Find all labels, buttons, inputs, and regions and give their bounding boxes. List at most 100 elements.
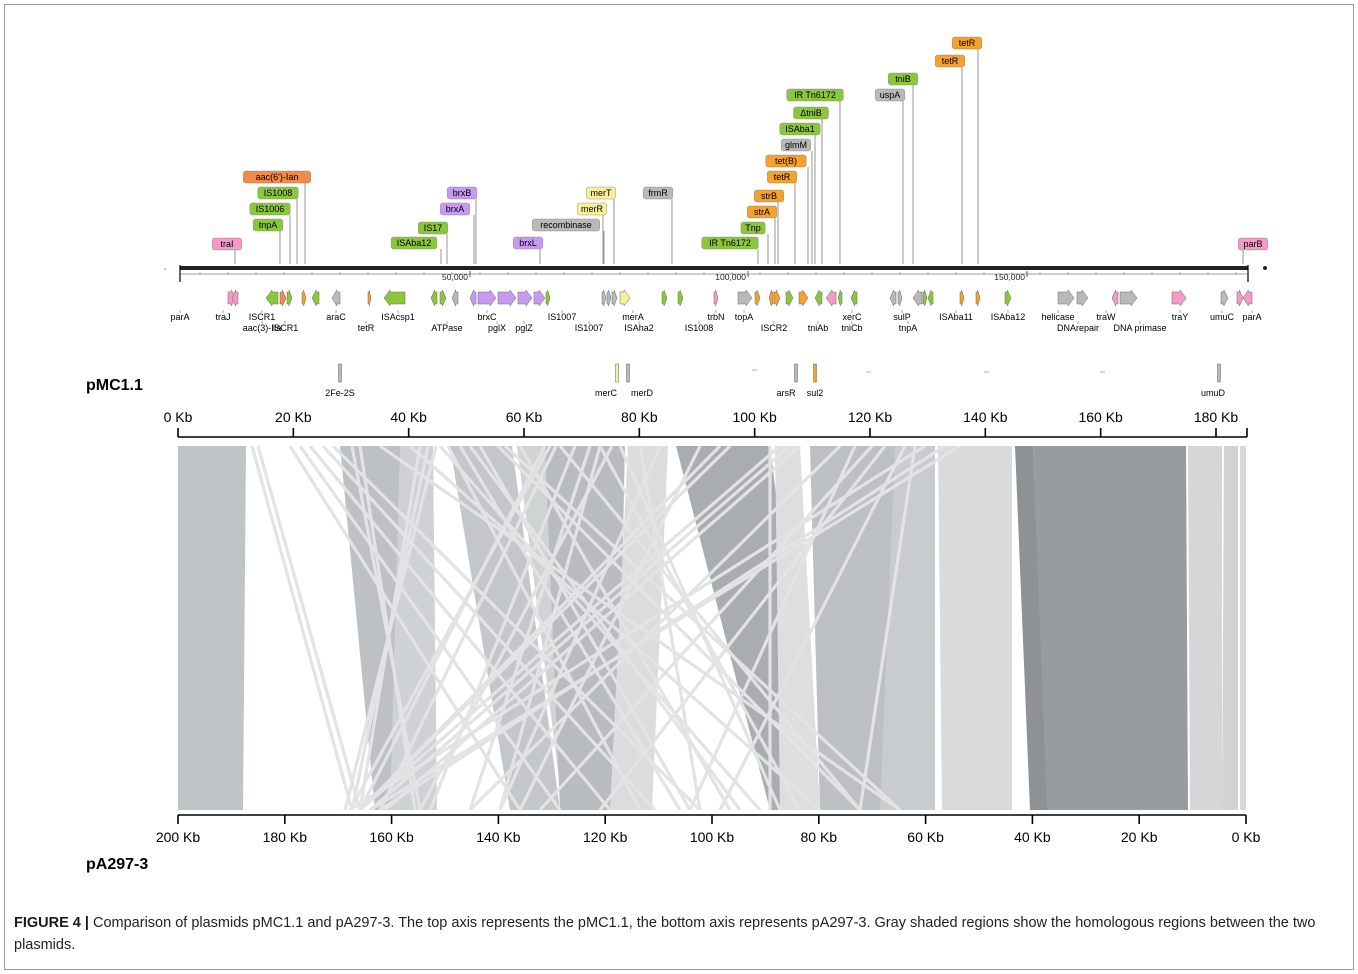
homology-band bbox=[1033, 446, 1188, 810]
top-axis-tick-label: 60 Kb bbox=[506, 409, 543, 425]
gene-label: tniAb bbox=[808, 323, 829, 333]
gene-feature-arrow bbox=[331, 289, 341, 307]
gene-label: merA bbox=[622, 312, 644, 322]
gene-feature-arrow bbox=[1220, 289, 1229, 307]
gene-tag-label: parB bbox=[1243, 239, 1262, 249]
gene-feature-arrow bbox=[768, 289, 774, 307]
gene-feature-arrow bbox=[286, 289, 293, 307]
gene-feature-arrow bbox=[497, 289, 517, 307]
homology-band bbox=[1188, 446, 1222, 810]
gene-tag-box bbox=[740, 221, 766, 235]
gene-feature-small bbox=[794, 363, 798, 383]
map-scale-label: 100,000 bbox=[715, 272, 746, 282]
gene-tag-label: Tnp bbox=[745, 223, 761, 233]
gene-label-row2: merD bbox=[631, 388, 653, 398]
gene-tag-box bbox=[513, 236, 544, 250]
gene-label: xerC bbox=[842, 312, 862, 322]
gene-feature-arrow bbox=[897, 289, 903, 307]
gene-label: DNA primase bbox=[1113, 323, 1166, 333]
gene-tag-box bbox=[577, 202, 608, 216]
plasmid-top-label: pMC1.1 bbox=[86, 377, 143, 394]
gene-label: sulP bbox=[893, 312, 911, 322]
gene-tag-label: IR Tn6172 bbox=[709, 238, 751, 248]
homology-link bbox=[369, 444, 961, 812]
gene-tag-box bbox=[252, 218, 283, 232]
homology-link bbox=[468, 444, 842, 812]
gene-tag-box bbox=[888, 72, 919, 86]
gene-feature-arrow bbox=[279, 289, 287, 307]
axis-clear-top bbox=[178, 438, 1248, 446]
homology-link bbox=[638, 445, 702, 811]
gene-feature-arrow bbox=[619, 289, 631, 307]
top-axis-tick-label: 120 Kb bbox=[848, 409, 893, 425]
homology-link bbox=[378, 445, 558, 811]
gene-tag-box bbox=[765, 154, 807, 168]
gene-feature-arrow bbox=[1004, 289, 1012, 307]
gene-feature-arrow bbox=[439, 289, 447, 307]
gene-tag-label: strA bbox=[754, 207, 770, 217]
gene-feature-arrow bbox=[1242, 289, 1253, 307]
homology-band bbox=[880, 446, 935, 810]
gene-feature-arrow bbox=[606, 289, 612, 307]
gene-feature-arrow bbox=[1076, 289, 1089, 307]
figure-caption: FIGURE 4 | Comparison of plasmids pMC1.1… bbox=[14, 912, 1334, 956]
homology-regions bbox=[178, 438, 1248, 816]
gene-tag-label: brxA bbox=[446, 204, 465, 214]
gene-label: topA bbox=[735, 312, 754, 322]
gene-label: trbN bbox=[707, 312, 724, 322]
gene-label: parA bbox=[1242, 312, 1261, 322]
gene-tag-box bbox=[418, 221, 449, 235]
homology-link bbox=[538, 444, 874, 812]
gene-label: ISAcsp1 bbox=[381, 312, 415, 322]
homology-link bbox=[358, 444, 782, 812]
homology-link bbox=[478, 445, 692, 811]
gene-tag-label: tetR bbox=[774, 172, 791, 182]
homology-link bbox=[498, 445, 602, 811]
gene-feature-small bbox=[338, 363, 342, 383]
gene-tag-box bbox=[243, 170, 311, 184]
homology-link bbox=[288, 445, 522, 811]
top-axis-tick-label: 180 Kb bbox=[1194, 409, 1239, 425]
gene-label: ISCR1 bbox=[249, 312, 276, 322]
gene-tag-box bbox=[643, 186, 674, 200]
bottom-axis-tick-label: 0 Kb bbox=[1232, 829, 1261, 845]
gene-feature-arrow bbox=[545, 289, 551, 307]
gene-tag-box bbox=[440, 202, 471, 216]
caption-text: Comparison of plasmids pMC1.1 and pA297-… bbox=[14, 915, 1316, 953]
gene-feature-small bbox=[1217, 363, 1221, 383]
gene-feature-arrow bbox=[798, 289, 809, 307]
gene-label: ISCR2 bbox=[761, 323, 788, 333]
bottom-axis-tick-label: 140 Kb bbox=[476, 829, 521, 845]
gene-tag-label: ISAba1 bbox=[785, 124, 815, 134]
gene-label: DNArepair bbox=[1057, 323, 1099, 333]
gene-tag-box bbox=[781, 138, 812, 152]
gene-feature-arrow bbox=[889, 289, 897, 307]
gene-tag-box bbox=[952, 36, 983, 50]
gene-tag-box bbox=[754, 189, 785, 203]
homology-link bbox=[518, 445, 732, 811]
gene-feature-small bbox=[615, 363, 619, 383]
gene-tag-label: frmR bbox=[648, 188, 668, 198]
gene-tag-label: recombinase bbox=[540, 220, 592, 230]
homology-link bbox=[598, 445, 887, 811]
top-axis-tick-label: 100 Kb bbox=[732, 409, 777, 425]
gene-tag-label: tnpA bbox=[259, 220, 278, 230]
gene-feature-arrow bbox=[825, 289, 837, 307]
gene-feature-arrow bbox=[367, 289, 372, 307]
gene-tag-label: brxL bbox=[519, 238, 537, 248]
gene-label: araC bbox=[326, 312, 346, 322]
gene-feature-arrow bbox=[311, 289, 320, 307]
homology-band bbox=[178, 446, 246, 810]
homology-link bbox=[858, 445, 917, 811]
plasmid-map-backbone bbox=[180, 266, 1248, 270]
homology-link bbox=[358, 445, 417, 811]
gene-feature-arrow bbox=[713, 289, 719, 307]
gene-feature-arrow bbox=[231, 289, 239, 307]
homology-link bbox=[558, 444, 862, 812]
gene-label: pglZ bbox=[515, 323, 533, 333]
homology-link bbox=[250, 445, 354, 811]
top-axis-tick-label: 140 Kb bbox=[963, 409, 1008, 425]
gene-tag-label: IS1008 bbox=[264, 188, 293, 198]
caption-label: FIGURE 4 | bbox=[14, 915, 89, 931]
gene-feature-arrow bbox=[661, 289, 668, 307]
